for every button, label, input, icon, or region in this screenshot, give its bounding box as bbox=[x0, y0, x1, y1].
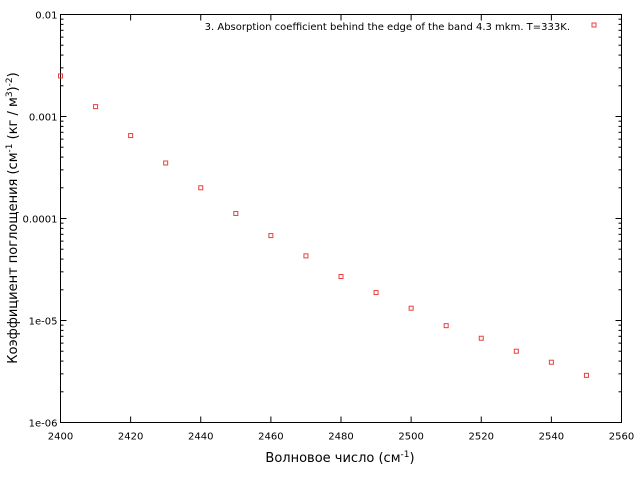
x-tick-label: 2520 bbox=[469, 432, 494, 443]
data-point bbox=[198, 185, 204, 191]
data-point bbox=[233, 210, 239, 216]
data-point bbox=[408, 305, 414, 311]
y-tick-label: 0.0001 bbox=[23, 215, 58, 226]
x-tick-label: 2480 bbox=[328, 432, 353, 443]
data-point bbox=[478, 335, 484, 341]
data-point bbox=[303, 253, 309, 259]
data-point bbox=[548, 359, 554, 365]
x-tick-label: 2440 bbox=[188, 432, 213, 443]
data-point bbox=[268, 233, 274, 239]
y-axis: 0.01 0.001 0.0001 1e-05 1e-06 bbox=[23, 11, 622, 430]
data-point bbox=[583, 372, 589, 378]
y-axis-title: Коэффициент поглощения (см-1 (кг / м3)-2… bbox=[5, 72, 21, 363]
data-point bbox=[128, 133, 134, 139]
data-point bbox=[513, 348, 519, 354]
x-axis: 2400 2420 2440 2460 2480 2500 2520 2540 2560 bbox=[48, 14, 634, 443]
data-point bbox=[163, 160, 169, 166]
x-tick-label: 2420 bbox=[118, 432, 143, 443]
data-point bbox=[443, 323, 449, 329]
x-tick-label: 2540 bbox=[539, 432, 564, 443]
y-tick-label: 1e-06 bbox=[29, 419, 58, 430]
y-tick-label: 0.01 bbox=[35, 11, 57, 22]
x-tick-label: 2400 bbox=[48, 432, 73, 443]
data-point bbox=[373, 290, 379, 296]
data-point bbox=[58, 73, 63, 79]
plot-frame bbox=[60, 14, 622, 423]
x-tick-label: 2460 bbox=[258, 432, 283, 443]
data-point bbox=[93, 104, 99, 110]
data-point bbox=[338, 274, 344, 280]
x-axis-title: Волновое число (см-1) bbox=[265, 450, 414, 466]
y-tick-label: 1e-05 bbox=[29, 317, 58, 328]
legend: 3. Absorption coefficient behind the edg… bbox=[205, 22, 597, 33]
legend-label: 3. Absorption coefficient behind the edg… bbox=[205, 22, 570, 33]
data-points bbox=[58, 73, 589, 378]
y-tick-label: 0.001 bbox=[29, 113, 58, 124]
x-tick-label: 2560 bbox=[609, 432, 634, 443]
x-tick-label: 2500 bbox=[398, 432, 423, 443]
legend-marker bbox=[591, 22, 597, 28]
